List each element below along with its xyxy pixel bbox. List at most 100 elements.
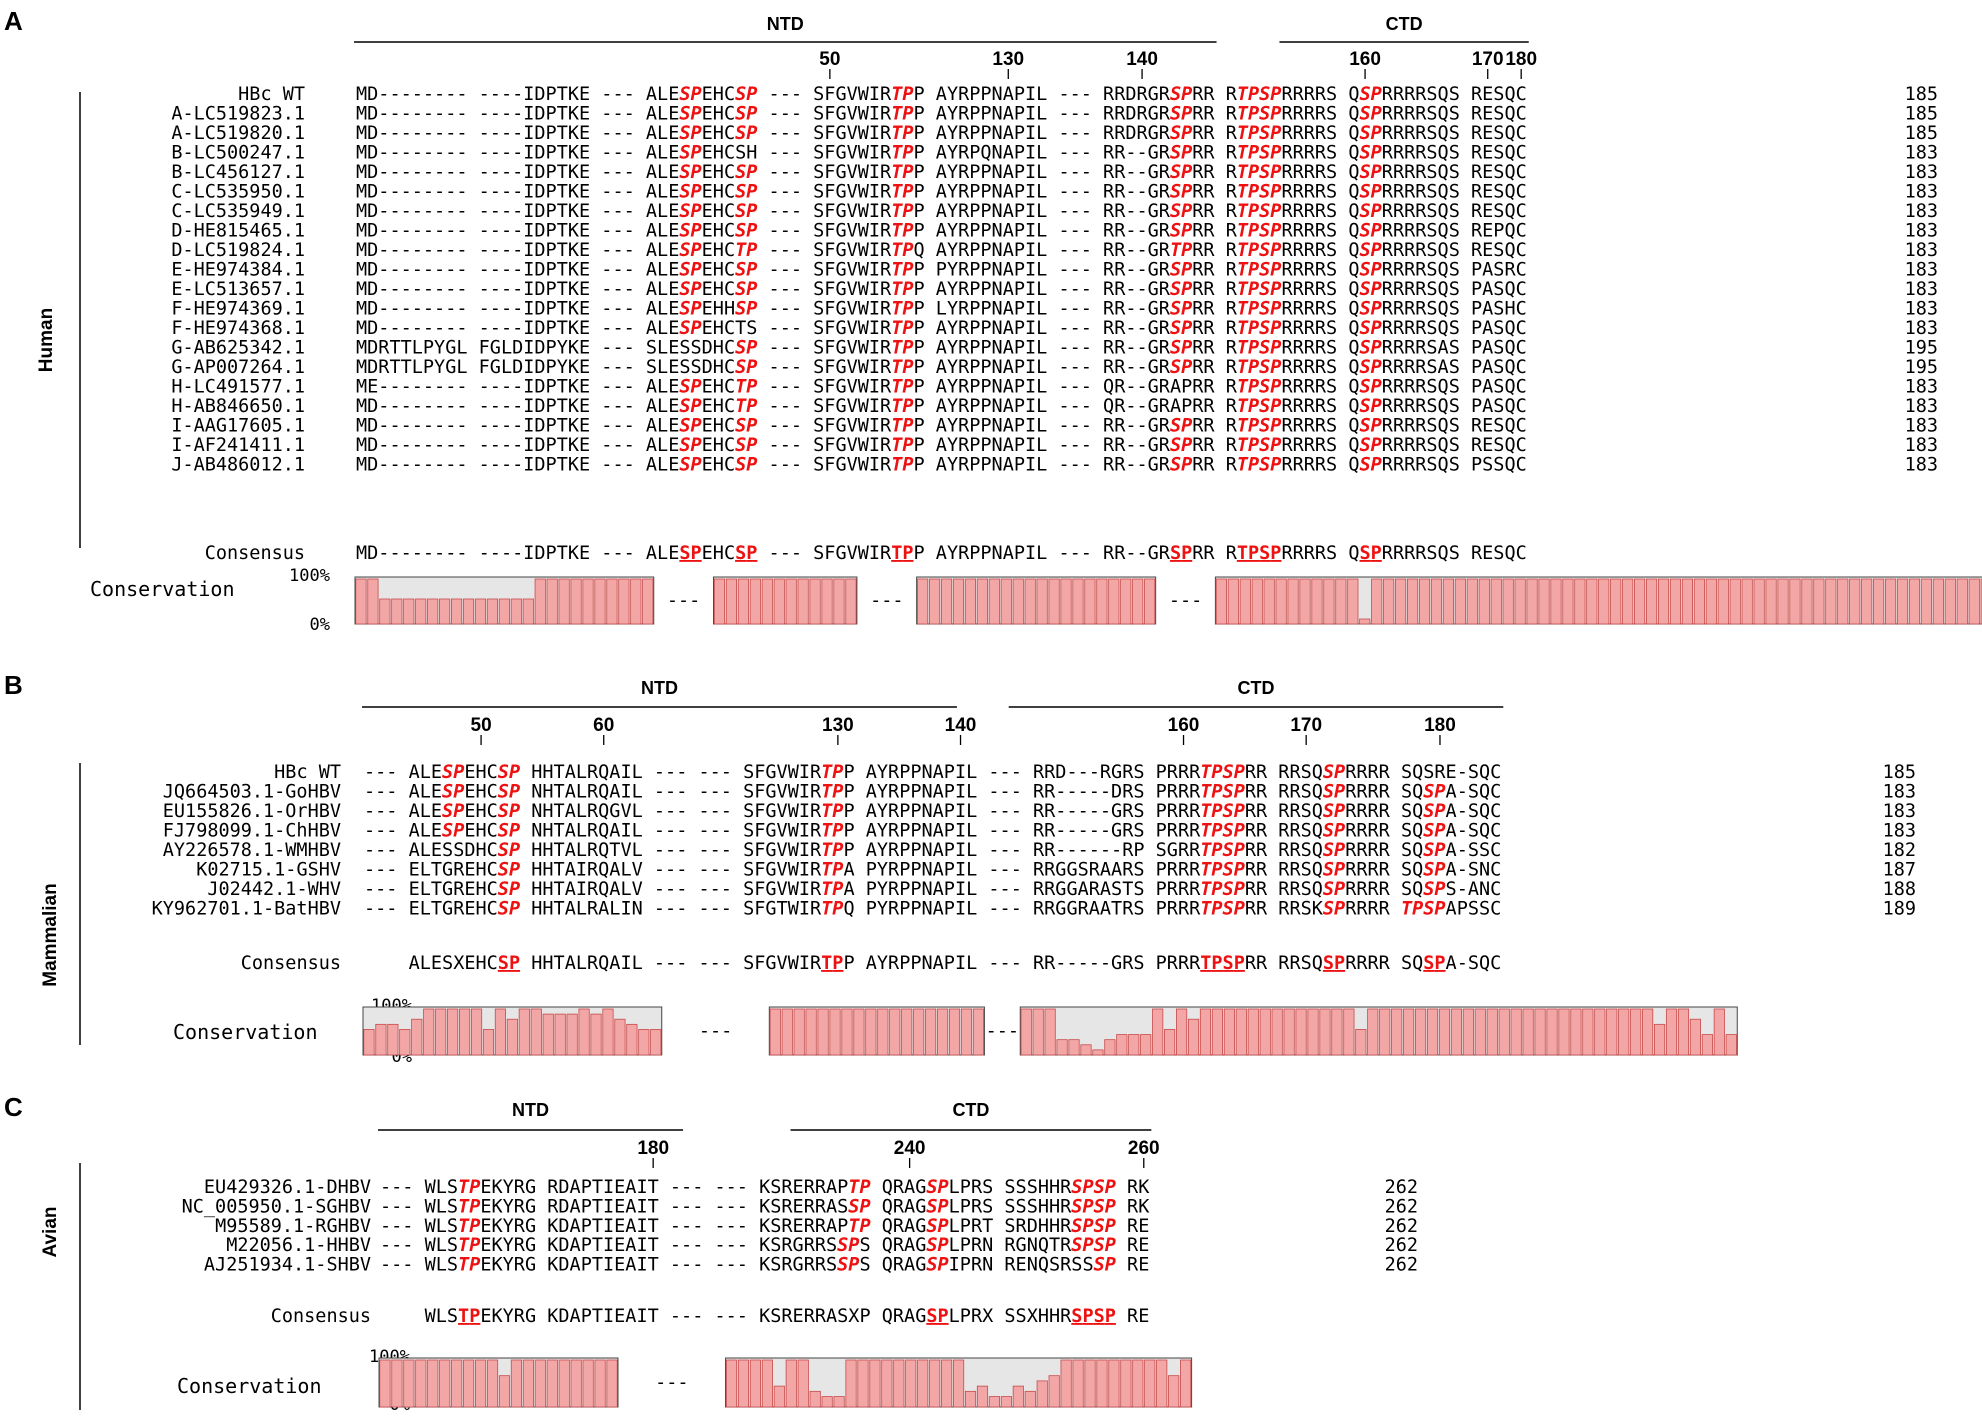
conservation-bar bbox=[590, 1013, 602, 1056]
conservation-bar bbox=[940, 578, 953, 625]
conservation-bar bbox=[1144, 578, 1156, 625]
sequence-name: AY226578.1-WMHBV bbox=[163, 840, 341, 861]
conservation-bar bbox=[1430, 578, 1443, 625]
panel-letter: A bbox=[4, 6, 23, 36]
sequence-name: AJ251934.1-SHBV bbox=[204, 1255, 371, 1276]
sequence-name: D-HE815465.1 bbox=[171, 221, 305, 242]
sequence-name: M22056.1-HHBV bbox=[226, 1235, 371, 1256]
conservation-bar bbox=[857, 1359, 869, 1408]
gap-marker: --- bbox=[655, 1373, 688, 1394]
conservation-bar bbox=[1677, 1008, 1690, 1056]
conservation-bar bbox=[614, 1018, 626, 1056]
sequence-name: G-AB625342.1 bbox=[171, 338, 305, 359]
conservation-bar bbox=[439, 1359, 451, 1408]
conservation-bar bbox=[1080, 1044, 1092, 1056]
position-marker: 160 bbox=[1168, 715, 1200, 736]
sequence-name: NC_005950.1-SGHBV bbox=[182, 1196, 371, 1217]
domain-label-ctd: CTD bbox=[952, 1100, 989, 1120]
conservation-bar bbox=[582, 1359, 594, 1408]
conservation-bar bbox=[1498, 1008, 1510, 1056]
conservation-bar bbox=[1693, 578, 1705, 625]
conservation-bar bbox=[1713, 1008, 1725, 1056]
sequence-name: B-LC456127.1 bbox=[171, 162, 305, 183]
conservation-bar bbox=[486, 1359, 499, 1408]
conservation-bar bbox=[773, 578, 785, 625]
conservation-bar bbox=[630, 578, 642, 625]
conservation-bar bbox=[1594, 1008, 1606, 1056]
domain-label-ntd: NTD bbox=[767, 14, 804, 34]
conservation-bar bbox=[1012, 578, 1024, 625]
conservation-bar bbox=[435, 1008, 447, 1056]
conservation-bar bbox=[829, 1008, 841, 1056]
conservation-bar bbox=[1104, 1039, 1116, 1056]
sequence-length: 183 bbox=[1905, 260, 1938, 281]
sequence-row: MD-------- ----IDPTKE --- ALESPEHCSP ---… bbox=[356, 201, 1527, 222]
conservation-bar bbox=[869, 1359, 881, 1408]
conservation-label: Conservation bbox=[90, 577, 235, 601]
conservation-bar bbox=[1259, 1008, 1271, 1056]
sequence-row: MD-------- ----IDPTKE --- ALESPEHCSP ---… bbox=[356, 162, 1527, 183]
conservation-bar bbox=[845, 1359, 857, 1408]
panel-letter: C bbox=[4, 1092, 23, 1122]
sequence-name: H-LC491577.1 bbox=[171, 377, 305, 398]
conservation-bar bbox=[510, 1359, 523, 1408]
conservation-bar bbox=[821, 1396, 833, 1408]
conservation-bar bbox=[470, 1008, 483, 1056]
conservation-bar bbox=[1598, 578, 1610, 625]
conservation-bar bbox=[522, 1359, 534, 1408]
conservation-bar bbox=[1538, 578, 1550, 625]
conservation-bar bbox=[1383, 578, 1395, 625]
conservation-bar bbox=[1092, 1049, 1104, 1056]
conservation-bar bbox=[1331, 1008, 1343, 1056]
conservation-bar bbox=[1885, 578, 1897, 625]
conservation-bar bbox=[713, 578, 726, 625]
conservation-scale-bottom: 0% bbox=[310, 615, 330, 635]
conservation-bar bbox=[1438, 1008, 1451, 1056]
conservation-bar bbox=[1873, 578, 1885, 625]
sequence-length: 185 bbox=[1905, 84, 1938, 105]
conservation-bar bbox=[1168, 1375, 1180, 1408]
conservation-bar bbox=[1956, 578, 1968, 625]
sequence-length: 183 bbox=[1905, 240, 1938, 261]
conservation-bar bbox=[833, 578, 845, 625]
conservation-bar bbox=[797, 1359, 809, 1408]
sequence-name: EU429326.1-DHBV bbox=[204, 1177, 371, 1198]
sequence-row: ME-------- ----IDPTKE --- ALESPEHCTP ---… bbox=[356, 377, 1527, 398]
conservation-bar bbox=[542, 1013, 554, 1056]
conservation-bar bbox=[1725, 1034, 1737, 1056]
sequence-name: D-LC519824.1 bbox=[171, 240, 305, 261]
position-marker: 140 bbox=[1126, 49, 1158, 70]
sequence-name: J-AB486012.1 bbox=[171, 455, 305, 476]
conservation-bar bbox=[1657, 578, 1670, 625]
conservation-bar bbox=[1156, 1359, 1168, 1408]
conservation-bar bbox=[387, 1023, 399, 1056]
conservation-bar bbox=[1442, 578, 1455, 625]
conservation-bar bbox=[570, 578, 582, 625]
conservation-bar bbox=[1044, 1008, 1056, 1056]
conservation-bar bbox=[375, 1023, 387, 1056]
conservation-bar bbox=[415, 1359, 427, 1408]
conservation-bar bbox=[482, 1029, 495, 1056]
conservation-bar bbox=[925, 1008, 937, 1056]
sequence-row: MDRTTLPYGL FGLDIDPYKE --- SLESSDHCSP ---… bbox=[356, 357, 1527, 378]
conservation-bar bbox=[1199, 1008, 1212, 1056]
sequence-row: --- ALESPEHCSP NHTALRQAIL --- --- SFGVWI… bbox=[364, 782, 1501, 803]
conservation-bar bbox=[1068, 1039, 1080, 1056]
conservation-bar bbox=[976, 1385, 989, 1408]
conservation-bar bbox=[379, 1359, 391, 1408]
sequence-row: MD-------- ----IDPTKE --- ALESPEHCSP ---… bbox=[356, 84, 1527, 105]
conservation-bar bbox=[1522, 1008, 1534, 1056]
conservation-bar bbox=[1665, 1008, 1678, 1056]
conservation-bar bbox=[450, 598, 463, 625]
conservation-bar bbox=[725, 578, 738, 625]
domain-label-ntd: NTD bbox=[512, 1100, 549, 1120]
sequence-row: MD-------- ----IDPTKE --- ALESPEHCSP ---… bbox=[356, 221, 1527, 242]
conservation-bar bbox=[1765, 578, 1777, 625]
conservation-bar bbox=[1140, 1034, 1152, 1056]
sequence-row: MD-------- ----IDPTKE --- ALESPEHHSP ---… bbox=[356, 299, 1527, 320]
conservation-bar bbox=[1610, 578, 1622, 625]
conservation-bars: --- --- --- bbox=[354, 576, 1982, 625]
sequence-length: 183 bbox=[1905, 162, 1938, 183]
conservation-bar bbox=[833, 1396, 845, 1408]
